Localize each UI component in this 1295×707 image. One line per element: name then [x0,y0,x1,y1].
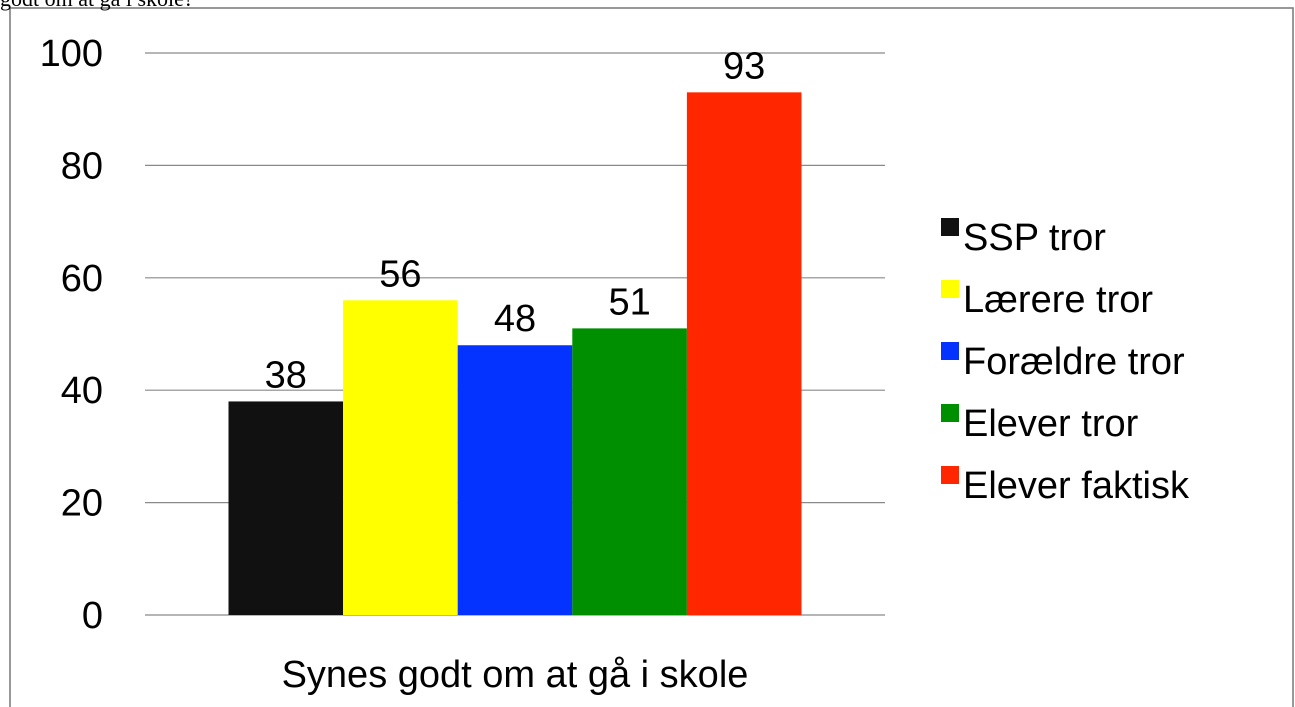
value-label: 48 [494,298,536,340]
legend-label: SSP tror [963,217,1106,259]
legend-swatch [941,404,959,422]
y-tick-label: 20 [61,483,103,525]
y-tick-label: 0 [82,595,103,637]
value-label: 51 [608,281,650,323]
bar [686,92,802,616]
legend-label: Forældre tror [963,341,1185,383]
value-label: 38 [265,354,307,396]
bar [343,300,458,615]
y-tick-label: 40 [61,370,103,412]
legend-swatch [941,280,959,298]
x-tick-label: Synes godt om at gå i skole [282,654,749,696]
value-label: 56 [379,253,421,295]
legend-label: Lærere tror [963,279,1153,321]
chart-title: godt om at gå i skole? [0,0,194,11]
y-tick-label: 80 [61,145,103,187]
y-tick-label: 100 [40,33,103,75]
bar [457,345,573,615]
bar [572,328,687,615]
legend-swatch [941,342,959,360]
legend-swatch [941,218,959,236]
legend-swatch [941,466,959,484]
legend-label: Elever tror [963,403,1139,445]
value-label: 93 [723,45,765,87]
y-tick-label: 60 [61,258,103,300]
bar [228,401,344,615]
legend-label: Elever faktisk [963,465,1190,507]
